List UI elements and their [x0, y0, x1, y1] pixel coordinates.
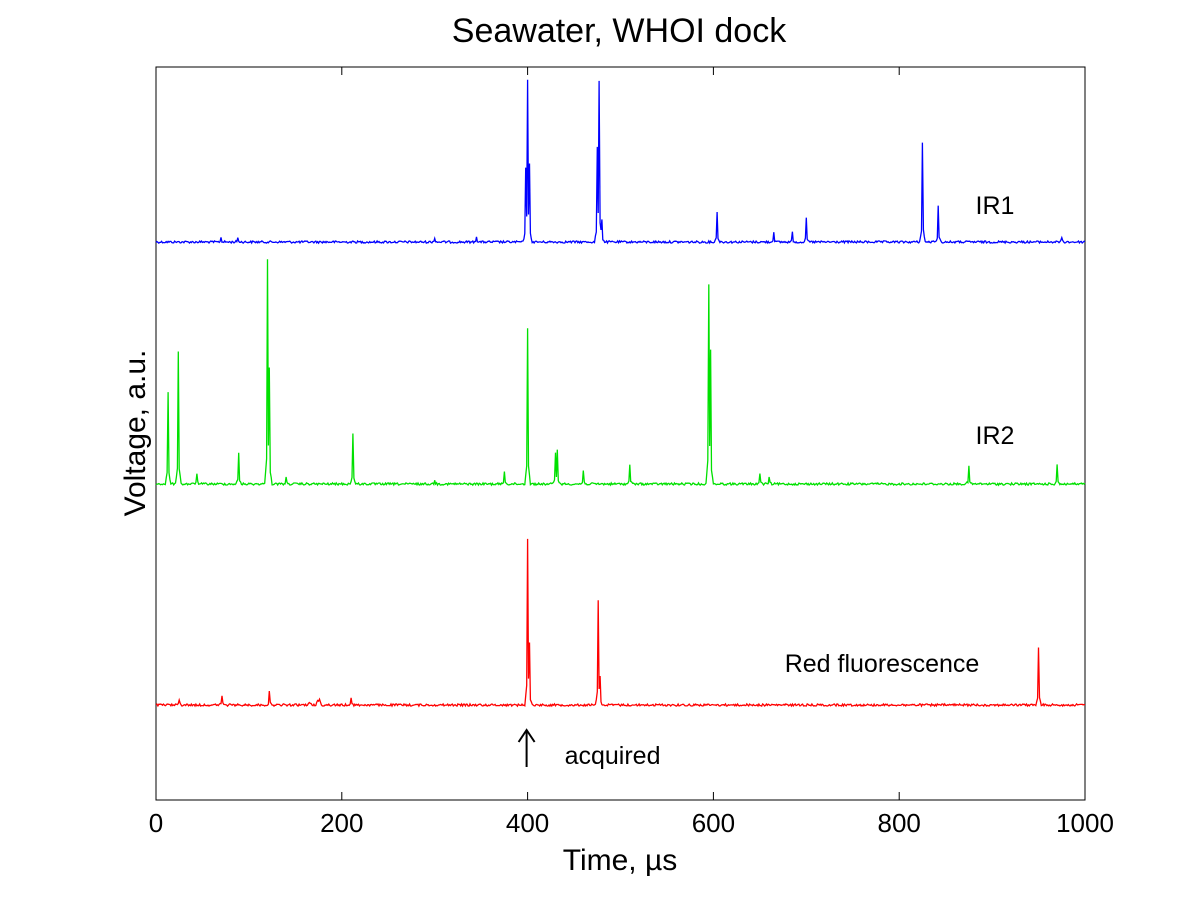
series-line-ir2: [155, 259, 1086, 487]
x-tick-label: 0: [149, 808, 163, 838]
chart-title: Seawater, WHOI dock: [452, 12, 787, 50]
plot-area: [155, 66, 1086, 801]
x-tick-label: 600: [692, 808, 735, 838]
series-line-red-fluorescence: [155, 538, 1086, 708]
x-tick-label: 200: [320, 808, 363, 838]
series-label-ir1: IR1: [976, 192, 1015, 220]
x-tick-label: 800: [878, 808, 921, 838]
series-label-ir2: IR2: [976, 422, 1015, 450]
x-axis-label: Time, µs: [563, 844, 678, 877]
annotations: acquired: [517, 728, 661, 770]
x-axis: 0 200 400 600 800 1000: [149, 67, 1114, 838]
series-label-red-fluorescence: Red fluorescence: [785, 650, 980, 678]
annotation-arrowhead-icon: [517, 728, 536, 743]
annotation-label: acquired: [565, 742, 661, 770]
x-tick-label: 400: [506, 808, 549, 838]
x-tick-label: 1000: [1056, 808, 1114, 838]
series-layer: [155, 79, 1086, 708]
series-labels: IR1 IR2 Red fluorescence: [785, 192, 1015, 678]
series-line-ir1: [155, 79, 1086, 245]
y-axis-label: Voltage, a.u.: [119, 350, 152, 517]
